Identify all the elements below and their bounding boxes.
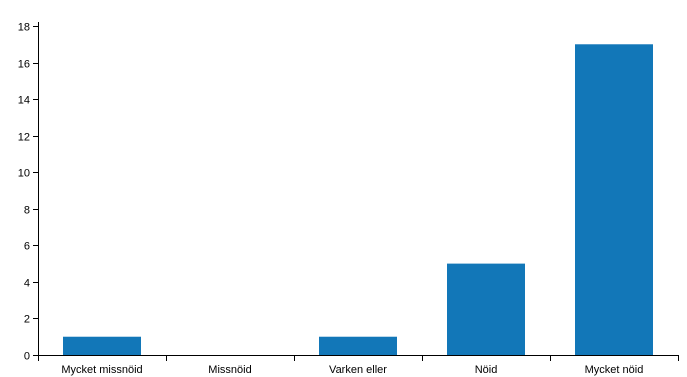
y-tick-label-8: 16 (18, 59, 30, 71)
y-tick-label-3: 6 (24, 241, 30, 253)
y-axis: 0 2 4 6 8 10 12 14 16 18 (18, 22, 38, 363)
y-tick-label-4: 8 (24, 205, 30, 217)
x-tick-label-3: Nöid (475, 364, 498, 376)
x-tick-label-0: Mycket missnöid (61, 364, 142, 376)
bars-group (63, 44, 653, 356)
bar-0 (63, 336, 141, 355)
y-tick-label-9: 18 (18, 22, 30, 34)
x-tick-label-4: Mycket nöid (585, 364, 644, 376)
x-tick-label-1: Missnöid (208, 364, 251, 376)
y-tick-label-1: 2 (24, 314, 30, 326)
y-tick-label-7: 14 (18, 95, 30, 107)
y-tick-label-6: 12 (18, 132, 30, 144)
y-tick-label-0: 0 (24, 351, 30, 363)
y-tick-label-2: 4 (24, 278, 30, 290)
x-axis: Mycket missnöid Missnöid Varken eller Nöid M… (38, 355, 679, 376)
y-tick-label-5: 10 (18, 168, 30, 180)
x-tick-label-2: Varken eller (329, 364, 387, 376)
bar-4 (575, 44, 653, 356)
bar-3 (447, 263, 525, 355)
bar-2 (319, 336, 397, 355)
